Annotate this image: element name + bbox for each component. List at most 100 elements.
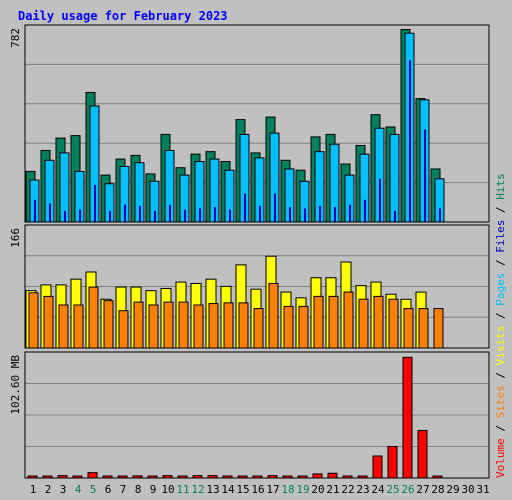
- legend-item: Pages: [494, 273, 507, 306]
- bar-sites-day-28: [433, 308, 444, 349]
- x-tick-label: 17: [266, 483, 279, 496]
- x-tick-label: 6: [105, 483, 112, 496]
- bar-pages-day-27: [424, 129, 426, 222]
- x-tick-label: 30: [461, 483, 474, 496]
- bar-sites-day-16: [253, 308, 264, 349]
- bar-pages-day-26: [409, 60, 411, 222]
- bar-pages-day-19: [304, 208, 306, 222]
- bar-sites-day-7: [118, 310, 129, 349]
- legend-item: Hits: [494, 173, 507, 200]
- bar-volume-day-24: [372, 455, 383, 479]
- panel-bottom: 102.60 MB: [9, 351, 490, 479]
- legend-item: /: [494, 253, 507, 273]
- bar-pages-day-6: [109, 210, 111, 222]
- bar-sites-day-22: [343, 291, 354, 349]
- x-tick-label: 28: [431, 483, 444, 496]
- bar-sites-day-26: [403, 308, 414, 349]
- x-tick-label: 25: [386, 483, 399, 496]
- panel-bottom-max-label: 102.60 MB: [9, 355, 22, 415]
- bar-pages-day-8: [139, 205, 141, 222]
- bar-pages-day-18: [289, 207, 291, 222]
- x-tick-label: 11: [176, 483, 189, 496]
- bar-pages-day-12: [199, 208, 201, 222]
- bar-pages-day-16: [259, 205, 261, 222]
- x-tick-label: 13: [206, 483, 219, 496]
- x-tick-label: 23: [356, 483, 369, 496]
- bar-sites-day-13: [208, 303, 219, 349]
- legend-item: Visits: [494, 326, 507, 366]
- bar-volume-day-5: [87, 472, 98, 479]
- bar-pages-day-2: [49, 203, 51, 222]
- bar-pages-day-4: [79, 209, 81, 222]
- x-tick-label: 5: [90, 483, 97, 496]
- x-tick-label: 18: [281, 483, 294, 496]
- bar-sites-day-23: [358, 298, 369, 349]
- legend-item: /: [494, 418, 507, 438]
- x-tick-label: 27: [416, 483, 429, 496]
- x-tick-label: 10: [161, 483, 174, 496]
- x-tick-label: 4: [75, 483, 82, 496]
- bar-sites-day-11: [178, 301, 189, 349]
- bar-volume-day-21: [327, 472, 338, 479]
- bar-pages-day-17: [274, 193, 276, 222]
- bar-pages-day-5: [94, 184, 96, 222]
- x-tick-label: 31: [476, 483, 489, 496]
- chart-title: Daily usage for February 2023: [18, 9, 228, 23]
- bar-sites-day-15: [238, 302, 249, 349]
- x-tick-label: 9: [150, 483, 157, 496]
- x-tick-label: 26: [401, 483, 414, 496]
- x-tick-label: 8: [135, 483, 142, 496]
- bar-files-day-25: [389, 133, 400, 223]
- bar-pages-day-10: [169, 204, 171, 222]
- panel-bottom-border: [24, 351, 490, 479]
- bar-pages-day-24: [379, 178, 381, 222]
- x-tick-label: 3: [60, 483, 67, 496]
- bar-pages-day-25: [394, 210, 396, 222]
- chart-legend: Volume / Sites / Visits / Pages / Files …: [494, 173, 507, 478]
- legend-item: Files: [494, 220, 507, 253]
- x-tick-label: 7: [120, 483, 127, 496]
- legend-item: /: [494, 200, 507, 220]
- bar-sites-day-5: [88, 286, 99, 349]
- x-tick-label: 22: [341, 483, 354, 496]
- bar-sites-day-21: [328, 295, 339, 349]
- legend-item: Sites: [494, 385, 507, 418]
- panel-middle-max-label: 166: [9, 228, 22, 248]
- bar-sites-day-3: [58, 304, 69, 349]
- legend-item: Volume: [494, 438, 507, 478]
- x-tick-label: 16: [251, 483, 264, 496]
- bar-sites-day-10: [163, 301, 174, 349]
- panel-top: 782: [9, 24, 490, 223]
- bar-pages-day-23: [364, 199, 366, 222]
- x-tick-label: 19: [296, 483, 309, 496]
- bar-pages-day-3: [64, 210, 66, 222]
- bar-sites-day-18: [283, 305, 294, 349]
- x-tick-label: 21: [326, 483, 339, 496]
- bar-pages-day-13: [214, 207, 216, 222]
- bar-sites-day-25: [388, 298, 399, 349]
- legend-text: Volume / Sites / Visits / Pages / Files …: [494, 173, 507, 478]
- bar-pages-day-1: [34, 199, 36, 222]
- bar-sites-day-4: [73, 304, 84, 349]
- chart-frame: [24, 24, 490, 479]
- bar-pages-day-20: [319, 205, 321, 222]
- bar-pages-day-7: [124, 204, 126, 222]
- x-tick-label: 29: [446, 483, 459, 496]
- panel-top-max-label: 782: [9, 28, 22, 48]
- bar-sites-day-14: [223, 302, 234, 349]
- bar-pages-day-15: [244, 193, 246, 222]
- bar-pages-day-11: [184, 209, 186, 222]
- bar-sites-day-20: [313, 295, 324, 349]
- bar-sites-day-27: [418, 308, 429, 349]
- panel-middle: 166: [9, 224, 490, 349]
- x-tick-label: 14: [221, 483, 235, 496]
- x-tick-label: 1: [30, 483, 37, 496]
- bar-pages-day-9: [154, 210, 156, 222]
- bar-pages-day-22: [349, 204, 351, 222]
- x-tick-label: 20: [311, 483, 324, 496]
- bar-pages-day-21: [334, 207, 336, 222]
- panel-middle-border: [24, 224, 490, 349]
- bar-volume-day-27: [417, 429, 428, 479]
- x-tick-label: 2: [45, 483, 52, 496]
